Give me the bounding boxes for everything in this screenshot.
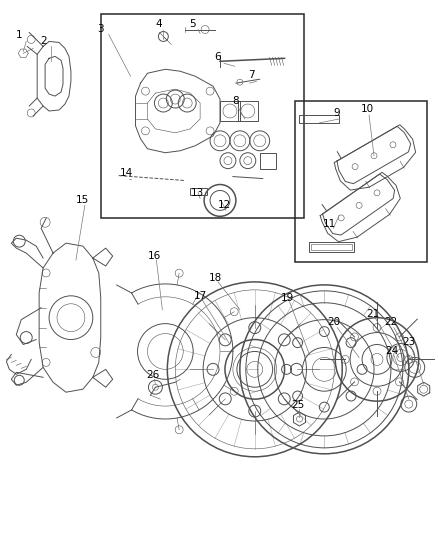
Text: 7: 7 xyxy=(248,70,255,80)
Text: 19: 19 xyxy=(281,293,294,303)
Text: 26: 26 xyxy=(146,370,159,381)
Text: 10: 10 xyxy=(360,104,374,114)
Text: 9: 9 xyxy=(333,108,339,118)
Text: 16: 16 xyxy=(148,251,161,261)
Text: 22: 22 xyxy=(384,317,398,327)
Text: 25: 25 xyxy=(291,400,304,410)
Text: 13: 13 xyxy=(191,189,204,198)
Text: 21: 21 xyxy=(367,309,380,319)
Text: 1: 1 xyxy=(16,30,23,41)
Text: 6: 6 xyxy=(215,52,221,62)
Text: 23: 23 xyxy=(402,336,415,346)
Text: 4: 4 xyxy=(155,19,162,29)
Text: 3: 3 xyxy=(97,23,104,34)
Text: 11: 11 xyxy=(323,219,336,229)
Text: 24: 24 xyxy=(385,346,399,357)
Text: 18: 18 xyxy=(208,273,222,283)
Text: 5: 5 xyxy=(189,19,195,29)
Text: 14: 14 xyxy=(120,167,133,177)
Text: 15: 15 xyxy=(76,196,89,205)
Text: 2: 2 xyxy=(40,36,46,46)
Text: 8: 8 xyxy=(233,96,239,106)
Text: 17: 17 xyxy=(194,291,207,301)
Text: 20: 20 xyxy=(328,317,341,327)
Text: 12: 12 xyxy=(217,200,230,211)
